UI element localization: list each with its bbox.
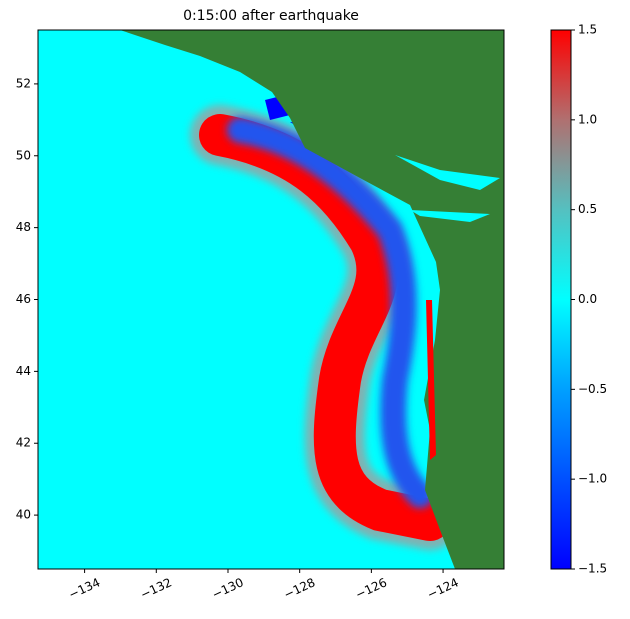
y-tick-label: 46: [16, 292, 31, 306]
y-tick-label: 48: [16, 220, 31, 234]
y-tick-label: 44: [16, 364, 31, 378]
coastal-crest: [426, 300, 436, 460]
y-tick-label: 40: [16, 508, 31, 522]
field: [38, 30, 504, 569]
x-tick-label: −124: [425, 575, 461, 602]
colorbar-tick-label: −1.5: [578, 562, 607, 576]
x-tick-label: −128: [282, 575, 318, 602]
x-tick-label: −134: [66, 575, 102, 602]
x-tick-label: −130: [210, 575, 246, 602]
colorbar-tick-label: 1.0: [578, 112, 597, 126]
x-tick-label: −126: [353, 575, 389, 602]
y-tick-label: 42: [16, 436, 31, 450]
colorbar-tick-label: −1.0: [578, 472, 607, 486]
chart-title: 0:15:00 after earthquake: [183, 8, 359, 24]
land: [120, 30, 504, 569]
inland-water: [395, 155, 500, 222]
colorbar: [550, 29, 572, 570]
wave-trough: [227, 117, 433, 508]
colorbar-tick-label: −0.5: [578, 382, 607, 396]
y-tick-label: 52: [16, 76, 31, 90]
x-tick-label: −132: [138, 575, 174, 602]
colorbar-tick-label: 0.5: [578, 202, 597, 216]
y-tick-label: 50: [16, 148, 31, 162]
colorbar-tick-label: 0.0: [578, 292, 597, 306]
colorbar-tick-label: 1.5: [578, 23, 597, 37]
